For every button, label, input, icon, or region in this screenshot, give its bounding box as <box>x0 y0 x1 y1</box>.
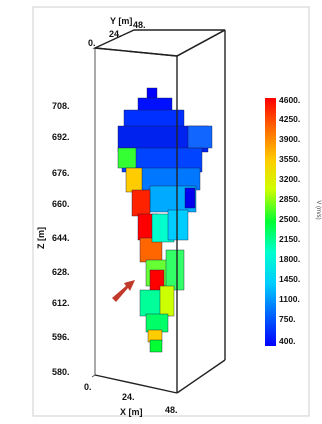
colorbar-label: 3550. <box>279 154 300 164</box>
x-tick-label: 48. <box>165 405 178 415</box>
colorbar-label: 4600. <box>279 95 300 105</box>
x-axis-title: X [m] <box>120 407 143 417</box>
colorbar-label: 2150. <box>279 234 300 244</box>
y-tick-label: 0. <box>88 38 96 48</box>
colorbar-label: 750. <box>279 314 296 324</box>
box-front-edges <box>92 29 226 394</box>
y-axis-title: Y [m] <box>110 16 132 26</box>
colorbar-label: 400. <box>279 336 296 346</box>
colorbar-label: 2500. <box>279 214 300 224</box>
y-tick-label: 48. <box>133 20 146 30</box>
colorbar-label: 1100. <box>279 294 300 304</box>
z-tick-label: 708. <box>52 101 70 111</box>
colorbar-side-text: V (m/s) <box>315 200 321 219</box>
colorbar-label: 3200. <box>279 174 300 184</box>
z-tick-label: 660. <box>52 199 70 209</box>
voxel-model <box>117 87 213 353</box>
colorbar: 4600. 4250. 3900. 3550. 3200. 2850. 2500… <box>265 95 321 346</box>
colorbar-label: 1450. <box>279 274 300 284</box>
z-axis: Z [m] 708. 692. 676. 660. 644. 628. 612.… <box>36 101 70 377</box>
y-tick-label: 24. <box>109 29 122 39</box>
colorbar-label: 1800. <box>279 254 300 264</box>
z-tick-label: 580. <box>52 367 70 377</box>
z-axis-title: Z [m] <box>36 227 46 249</box>
colorbar-gradient <box>265 98 276 346</box>
z-tick-label: 676. <box>52 168 70 178</box>
x-axis: 0. 24. 48. X [m] <box>84 382 178 417</box>
y-axis: Y [m] 0. 24. 48. <box>88 16 146 48</box>
red-arrow-annotation <box>112 280 135 302</box>
z-tick-label: 692. <box>52 132 70 142</box>
colorbar-label: 2850. <box>279 194 300 204</box>
z-tick-label: 644. <box>52 233 70 243</box>
plot-frame <box>32 6 310 417</box>
box-back-edges <box>91 48 96 378</box>
colorbar-label: 4250. <box>279 114 300 124</box>
z-tick-label: 612. <box>52 298 70 308</box>
z-tick-label: 596. <box>52 332 70 342</box>
z-tick-label: 628. <box>52 267 70 277</box>
x-tick-label: 24. <box>122 392 135 402</box>
x-tick-label: 0. <box>84 382 92 392</box>
colorbar-label: 3900. <box>279 134 300 144</box>
